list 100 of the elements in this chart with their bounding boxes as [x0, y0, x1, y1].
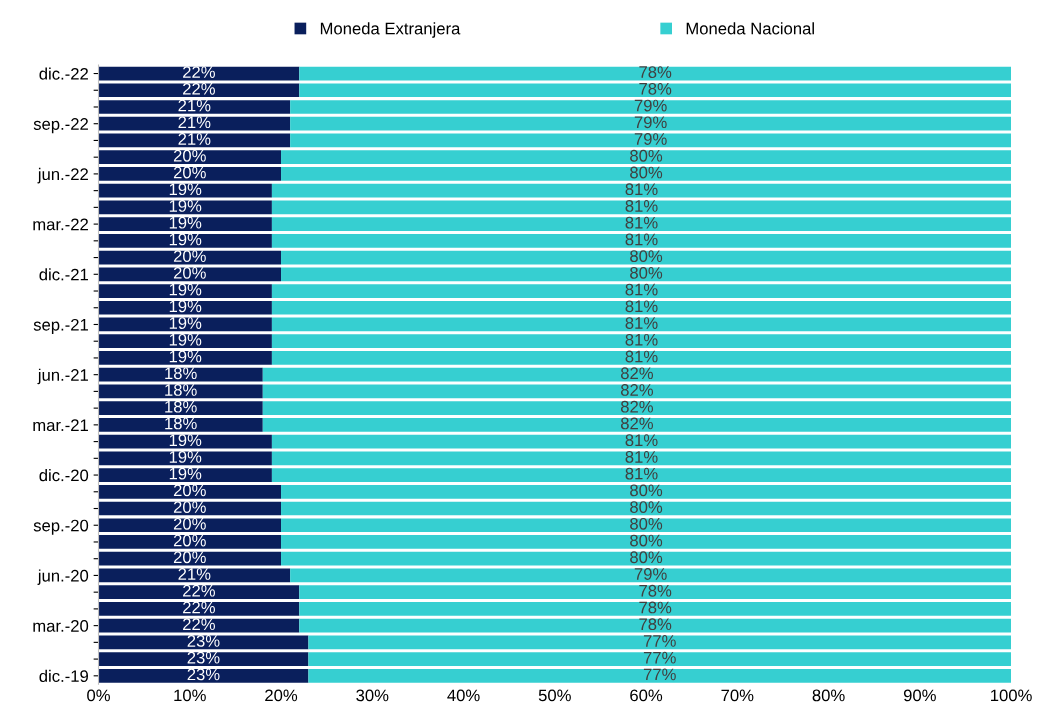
data-label: 78% — [639, 584, 672, 597]
data-label: 19% — [169, 200, 202, 212]
data-label: 21% — [178, 133, 211, 145]
x-tick-label: 20% — [265, 689, 298, 702]
y-tick-label: dic.-22 — [39, 67, 88, 80]
data-label: 81% — [625, 434, 658, 447]
x-tick-label: 80% — [812, 689, 845, 702]
data-label: 19% — [169, 434, 202, 447]
y-tick-label: dic.-19 — [39, 669, 89, 683]
data-label: 20% — [173, 551, 206, 564]
data-label: 19% — [169, 300, 202, 313]
data-label: 20% — [173, 166, 206, 179]
data-label: 80% — [630, 484, 663, 497]
data-label: 19% — [169, 283, 202, 296]
data-label: 18% — [165, 384, 197, 396]
data-label: 20% — [173, 250, 206, 263]
data-label: 19% — [169, 467, 202, 480]
data-label: 82% — [620, 384, 654, 396]
data-label: 81% — [625, 450, 658, 463]
x-tick-label: 50% — [538, 689, 571, 702]
data-label: 82% — [620, 367, 654, 380]
data-label: 21% — [178, 99, 211, 112]
legend-label: Moneda Extranjera — [320, 22, 461, 38]
data-label: 18% — [165, 400, 197, 413]
x-tick-label: 0% — [87, 689, 110, 702]
data-label: 77% — [643, 668, 676, 681]
data-label: 22% — [183, 601, 215, 614]
data-label: 21% — [178, 116, 211, 129]
data-label: 81% — [625, 283, 658, 296]
data-label: 19% — [169, 350, 202, 363]
data-label: 22% — [183, 584, 215, 597]
data-label: 79% — [634, 116, 667, 129]
x-tick-label: 60% — [630, 689, 663, 702]
data-label: 79% — [634, 568, 667, 580]
x-tick-label: 10% — [174, 689, 206, 702]
data-label: 78% — [639, 618, 672, 631]
data-label: 22% — [183, 82, 215, 95]
data-label: 80% — [630, 149, 663, 162]
data-label: 21% — [178, 568, 211, 580]
data-label: 80% — [630, 266, 663, 279]
data-label: 80% — [630, 250, 663, 263]
x-tick-label: 30% — [356, 689, 389, 702]
data-label: 22% — [183, 66, 215, 78]
data-label: 20% — [173, 266, 206, 279]
y-tick-label: mar.-21 — [33, 419, 88, 432]
data-label: 81% — [625, 333, 658, 346]
data-label: 78% — [639, 82, 672, 95]
data-label: 19% — [169, 183, 202, 196]
x-tick-label: 100% — [991, 689, 1032, 702]
data-label: 20% — [173, 517, 206, 530]
data-label: 19% — [169, 333, 202, 346]
data-label: 80% — [630, 534, 663, 547]
data-label: 81% — [625, 233, 658, 246]
data-label: 80% — [630, 517, 663, 530]
y-tick-label: jun.-22 — [37, 167, 88, 184]
legend-label: Moneda Nacional — [686, 22, 814, 35]
x-tick-label: 70% — [721, 689, 754, 702]
data-label: 20% — [173, 484, 206, 497]
data-label: 79% — [634, 99, 667, 112]
y-tick-label: mar.-22 — [33, 218, 88, 231]
data-label: 80% — [630, 166, 663, 179]
data-label: 19% — [169, 450, 202, 463]
y-tick-label: dic.-20 — [39, 469, 89, 482]
data-label: 20% — [173, 534, 206, 547]
y-tick-label: sep.-21 — [33, 318, 88, 334]
data-label: 81% — [625, 183, 658, 196]
y-tick-label: sep.-20 — [33, 519, 89, 535]
data-label: 23% — [187, 651, 220, 664]
data-label: 81% — [625, 350, 658, 363]
data-label: 81% — [625, 300, 658, 313]
x-tick-label: 40% — [447, 689, 480, 702]
y-tick-label: dic.-21 — [39, 268, 88, 281]
data-label: 18% — [165, 367, 197, 380]
data-label: 80% — [630, 501, 663, 513]
data-label: 77% — [643, 651, 676, 664]
data-label: 82% — [620, 417, 654, 430]
data-label: 81% — [625, 467, 658, 480]
data-label: 22% — [183, 618, 215, 631]
data-label: 77% — [643, 635, 676, 647]
data-label: 19% — [169, 233, 202, 246]
data-label: 23% — [187, 668, 220, 681]
data-label: 81% — [625, 317, 658, 329]
y-tick-label: jun.-20 — [37, 569, 89, 585]
data-label: 19% — [169, 216, 202, 229]
x-tick-label: 90% — [903, 689, 936, 702]
data-label: 81% — [625, 200, 658, 212]
data-label: 79% — [634, 133, 667, 145]
data-label: 19% — [169, 317, 202, 329]
y-tick-label: jun.-21 — [37, 368, 88, 385]
data-label: 81% — [625, 216, 658, 229]
data-label: 20% — [173, 501, 206, 513]
data-label: 23% — [187, 635, 220, 647]
y-tick-label: mar.-20 — [33, 620, 89, 632]
data-label: 18% — [165, 417, 197, 430]
y-tick-label: sep.-22 — [33, 118, 88, 134]
data-label: 78% — [639, 601, 672, 614]
data-label: 78% — [639, 66, 672, 78]
data-label: 20% — [173, 149, 206, 162]
data-label: 82% — [620, 400, 654, 413]
data-label: 80% — [630, 551, 663, 564]
